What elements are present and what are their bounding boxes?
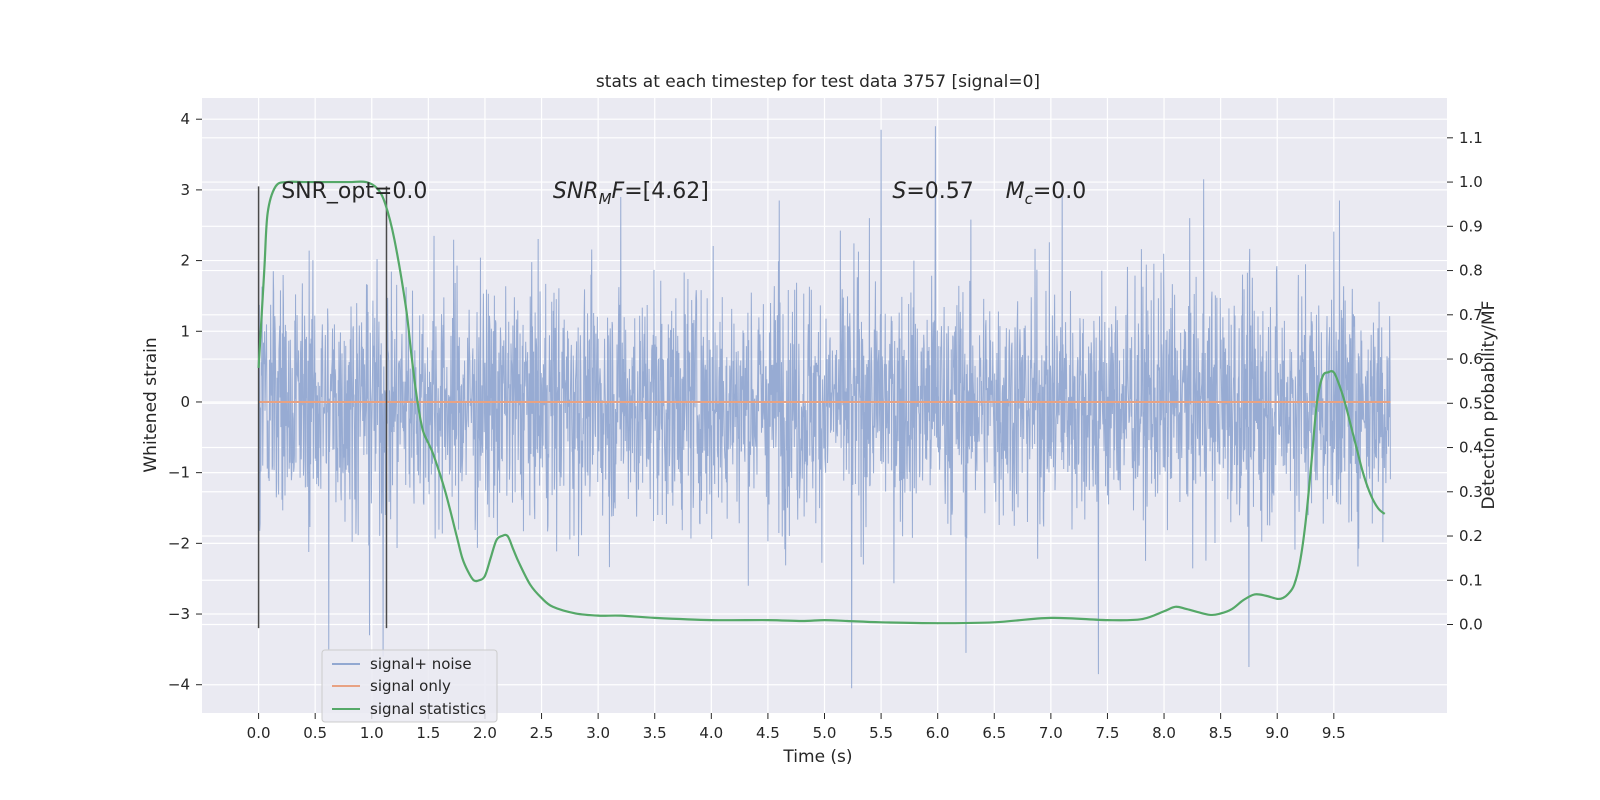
y-right-tick-label: 0.7 [1459,306,1483,324]
y-right-tick-label: 0.5 [1459,394,1483,412]
x-tick-label: 7.5 [1096,724,1120,742]
y-right-tick-label: 0.8 [1459,262,1483,280]
y-left-tick-label: −2 [168,534,190,552]
x-tick-label: 3.5 [643,724,667,742]
series-signal-statistics [257,180,1386,625]
legend-label-signal-only: signal only [370,677,451,695]
y-right-axis-ticks: 1.1 1.0 0.9 0.8 0.7 0.6 0.5 0.4 0.3 0.2 0.1 0.0 [1447,129,1483,634]
y-left-tick-label: 0 [180,393,190,411]
y-left-tick-label: 3 [180,181,190,199]
annotation: SNR_opt=0.0 [281,179,427,204]
y-left-tick-label: 1 [180,322,190,340]
y-right-tick-label: 0.2 [1459,527,1483,545]
y-right-tick-label: 1.1 [1459,129,1483,147]
annotation-italic-letter: F [612,179,625,204]
x-tick-label: 8.5 [1209,724,1233,742]
y-right-tick-label: 0.6 [1459,350,1483,368]
y-right-tick-label: 1.0 [1459,173,1483,191]
y-right-axis-label: Detection probability/MF [1479,301,1499,510]
annotation-prefix: SNR [553,179,599,204]
annotation-suffix: =0.57 [906,179,973,204]
legend-label-signal-statistics: signal statistics [370,700,486,718]
series-signal-noise [258,126,1391,689]
annotation: S=0.57 [892,179,973,204]
chart-title: stats at each timestep for test data 375… [596,72,1040,92]
y-left-tick-label: −4 [168,676,190,694]
y-left-tick-label: −1 [168,464,190,482]
annotation-suffix: F=[4.62] [612,179,709,204]
annotation-suffix: =0.0 [1033,179,1086,204]
annotation: Mc=0.0 [1006,179,1087,208]
y-right-tick-label: 0.1 [1459,571,1483,589]
x-tick-label: 1.0 [360,724,384,742]
legend: signal+ noise signal only signal statist… [321,649,498,723]
legend-label-signal-noise: signal+ noise [370,655,472,673]
x-tick-label: 8.0 [1152,724,1176,742]
x-tick-label: 9.5 [1322,724,1346,742]
x-tick-label: 0.5 [303,724,327,742]
x-tick-label: 4.5 [756,724,780,742]
x-tick-label: 5.5 [869,724,893,742]
y-left-axis-label: Whitened strain [141,337,161,472]
marker-lines [257,186,388,629]
y-right-tick-label: 0.0 [1459,616,1483,634]
annotation-subscript: c [1025,190,1034,208]
annotation: SNRMF=[4.62] [553,179,709,208]
x-tick-label: 5.0 [813,724,837,742]
y-right-tick-label: 0.3 [1459,483,1483,501]
x-axis-ticks: 0.0 0.5 1.0 1.5 2.0 2.5 3.0 3.5 4.0 4.5 5.0 5.5 6.0 6… [247,713,1346,742]
y-right-tick-label: 0.9 [1459,217,1483,235]
y-left-tick-label: 2 [180,252,190,270]
signal-statistics-line [257,180,1386,625]
x-tick-label: 4.0 [699,724,723,742]
annotation-subscript: M [599,190,612,208]
legend-box [321,649,498,723]
annotation-prefix: S [892,179,906,204]
y-left-tick-label: −3 [168,605,190,623]
y-left-tick-label: 4 [180,110,190,128]
x-tick-label: 6.0 [926,724,950,742]
x-tick-label: 3.0 [586,724,610,742]
x-tick-label: 9.0 [1265,724,1289,742]
y-right-tick-label: 0.4 [1459,439,1483,457]
annotation-prefix: SNR_opt=0.0 [281,179,427,204]
annotation-prefix: M [1006,179,1025,204]
x-tick-label: 2.0 [473,724,497,742]
x-tick-label: 2.5 [530,724,554,742]
x-tick-label: 6.5 [982,724,1006,742]
x-tick-label: 1.5 [416,724,440,742]
annotation-rest: =[4.62] [624,179,709,204]
x-tick-label: 0.0 [247,724,271,742]
signal-noise-line [258,126,1391,689]
annotations: SNR_opt=0.0 SNRMF=[4.62] S=0.57 Mc=0.0 [281,179,1086,208]
y-left-axis-ticks: 4 3 2 1 0 −1 −2 −3 −4 [168,110,202,694]
x-tick-label: 7.0 [1039,724,1063,742]
x-axis-label: Time (s) [782,747,852,767]
